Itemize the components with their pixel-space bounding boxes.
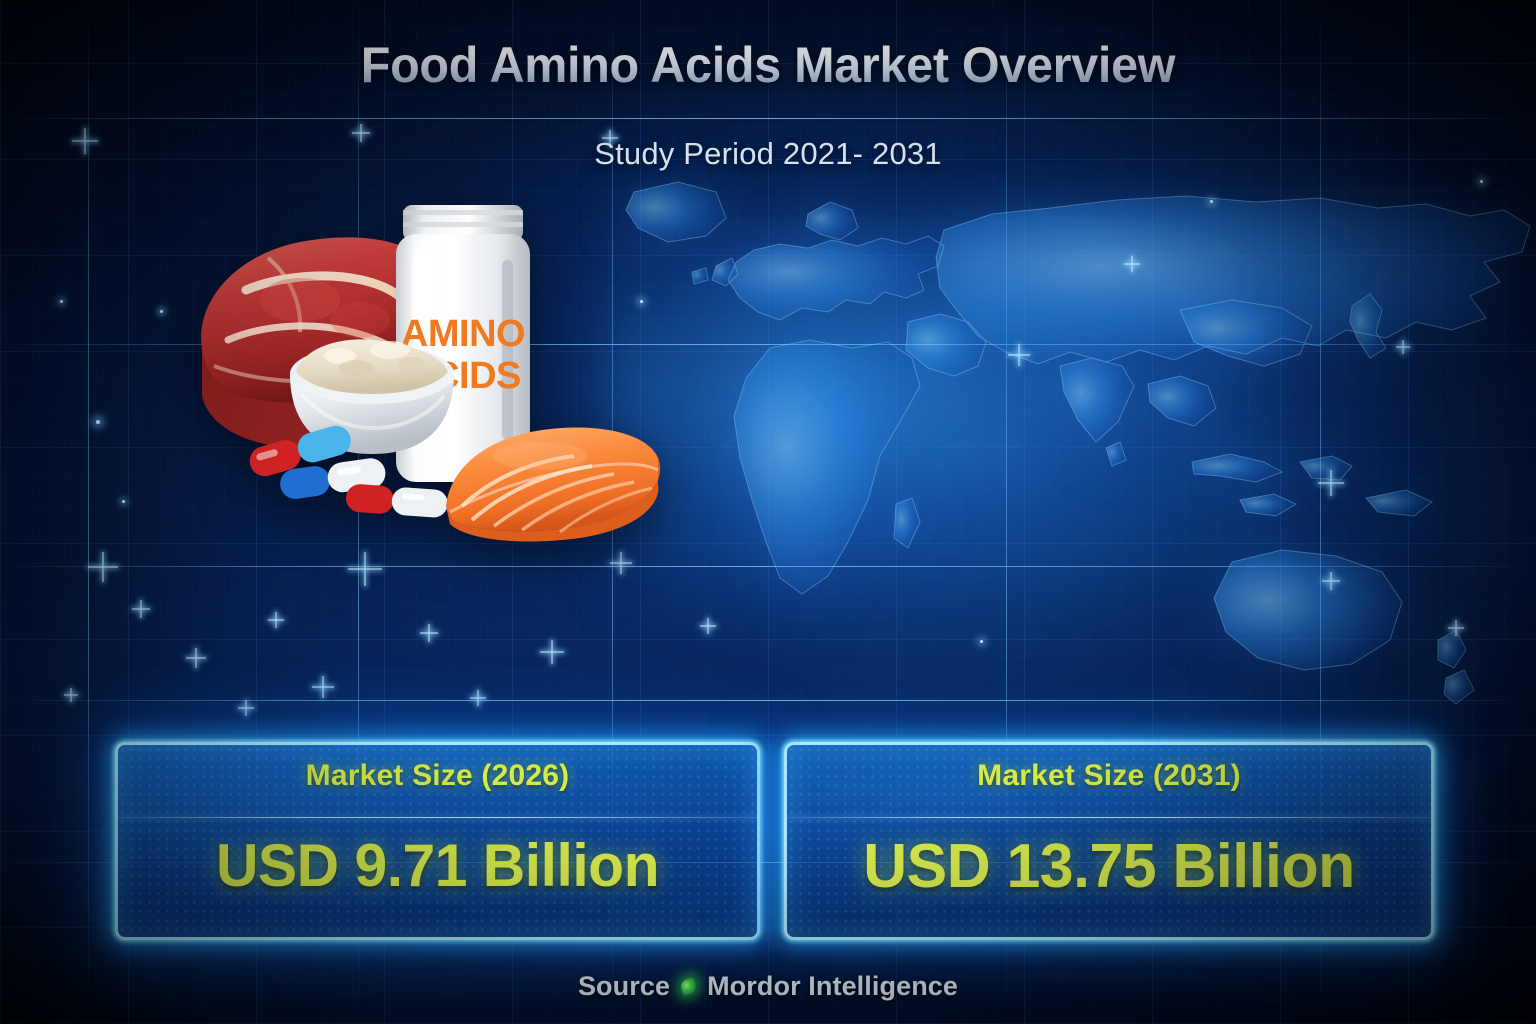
market-size-card-2031[interactable]: Market Size (2031) USD 13.75 Billion — [784, 742, 1434, 940]
source-attribution: Source Mordor Intelligence — [0, 971, 1536, 1002]
market-size-card-2026[interactable]: Market Size (2026) USD 9.71 Billion — [115, 742, 760, 940]
card-value-2031: USD 13.75 Billion — [863, 832, 1355, 901]
card-value-2026: USD 9.71 Billion — [215, 832, 660, 899]
product-image-cluster: AMINO ACIDS — [150, 150, 710, 550]
card-divider — [118, 817, 757, 818]
source-name: Mordor Intelligence — [707, 971, 959, 1001]
card-label-2026: Market Size (2026) — [305, 759, 570, 792]
source-label: Source — [577, 971, 671, 1001]
card-label-2031: Market Size (2031) — [977, 759, 1241, 792]
mordor-leaf-icon — [679, 977, 699, 996]
card-divider — [787, 817, 1431, 818]
svg-text:AMINO: AMINO — [401, 313, 525, 355]
grid-horizontal-line — [0, 118, 1536, 119]
market-size-cards: Market Size (2026) USD 9.71 Billion Mark… — [0, 742, 1536, 940]
page-title: Food Amino Acids Market Overview — [23, 36, 1513, 94]
